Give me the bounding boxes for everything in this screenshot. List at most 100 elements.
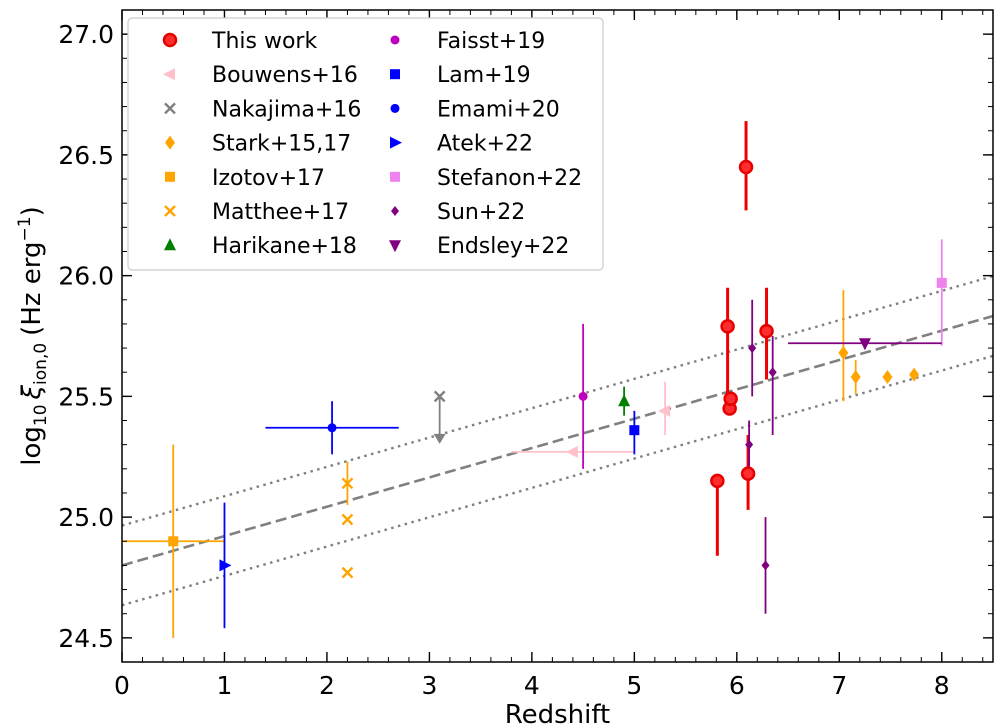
x-axis-label: Redshift — [505, 700, 611, 726]
this-work-point — [720, 319, 735, 334]
x-tick-label: 6 — [729, 671, 745, 700]
faisst-19-point — [578, 391, 588, 401]
legend-item-sun-22: Sun+22 — [391, 200, 525, 225]
stark-15-17-point — [909, 367, 920, 382]
lam-19-point — [629, 425, 640, 436]
x-tick-label: 0 — [114, 671, 130, 700]
sun-22-point — [768, 367, 777, 378]
bouwens-16-point — [658, 404, 671, 417]
y-tick-label: 25.0 — [58, 503, 114, 532]
legend-marker-lam-19 — [390, 69, 400, 80]
legend-label-stefanon-22: Stefanon+22 — [437, 166, 582, 191]
y-tick-label: 26.0 — [58, 262, 114, 291]
legend-item-atek-22: Atek+22 — [390, 132, 533, 157]
legend-label-nakajima-16: Nakajima+16 — [212, 97, 361, 122]
legend-label-emami-20: Emami+20 — [437, 97, 560, 122]
x-tick-label: 1 — [217, 671, 233, 700]
legend-label-sun-22: Sun+22 — [437, 200, 525, 225]
harikane-18-point — [618, 394, 631, 407]
legend-label-matthee-17: Matthee+17 — [212, 200, 349, 225]
legend-item-izotov-17: Izotov+17 — [165, 166, 325, 191]
this-work-point — [710, 473, 725, 489]
y-axis-label-log-sub: 10 — [31, 404, 51, 426]
legend-item-stark-15-17: Stark+15,17 — [165, 132, 351, 157]
legend-item-endsley-22: Endsley+22 — [389, 234, 569, 259]
legend-marker-faisst-19 — [390, 35, 400, 45]
legend-item-harikane-18: Harikane+18 — [164, 234, 357, 259]
legend-label-izotov-17: Izotov+17 — [212, 166, 325, 191]
data-markers — [168, 159, 947, 579]
legend-marker-matthee-17 — [164, 205, 176, 217]
legend-label-this-work: This work — [211, 29, 317, 54]
y-axis-label-units-sup: −1 — [15, 216, 35, 241]
legend-marker-bouwens-16 — [163, 68, 175, 81]
stark-15-17-point — [850, 370, 861, 385]
matthee-17-point — [341, 566, 354, 579]
legend-item-stefanon-22: Stefanon+22 — [390, 166, 582, 191]
x-tick-label: 8 — [934, 671, 950, 700]
sun-22-point — [745, 439, 754, 450]
y-tick-label: 26.5 — [58, 141, 114, 170]
sun-22-point — [748, 343, 757, 354]
this-work-point — [740, 466, 756, 481]
legend-marker-emami-20 — [390, 103, 400, 113]
legend-marker-this-work — [162, 32, 178, 48]
fit-upper-bound — [121, 275, 994, 527]
legend-label-atek-22: Atek+22 — [437, 132, 533, 157]
y-axis-label: log10 ξion,0 (Hz erg−1) — [15, 206, 51, 465]
y-axis-label-units: (Hz erg — [17, 241, 47, 335]
x-tick-label: 5 — [626, 671, 642, 700]
atek-22-point — [219, 559, 232, 572]
x-tick-label: 3 — [421, 671, 437, 700]
y-axis-label-xi-sub: ion,0 — [31, 343, 51, 385]
this-work-point — [723, 391, 738, 407]
stark-15-17-point — [882, 370, 893, 385]
stark-15-17-point — [838, 345, 849, 360]
plot-frame — [121, 9, 994, 663]
this-work-point — [738, 159, 754, 175]
y-axis-label-close: ) — [17, 206, 47, 216]
legend-marker-stark-15-17 — [165, 135, 175, 150]
y-tick-label: 27.0 — [58, 20, 114, 49]
legend-label-faisst-19: Faisst+19 — [437, 29, 545, 54]
bouwens-16-point — [565, 445, 578, 458]
x-tick-label: 2 — [319, 671, 335, 700]
legend-marker-harikane-18 — [164, 238, 176, 251]
this-work-point — [759, 323, 774, 339]
legend-marker-endsley-22 — [389, 240, 401, 253]
tick-labels: 0 1 2 3 4 5 6 7 8 24.5 25.0 25.5 26.0 26.5 27.0 — [58, 20, 949, 700]
fit-line — [121, 314, 994, 567]
legend-item-lam-19: Lam+19 — [390, 63, 531, 88]
legend-item-faisst-19: Faisst+19 — [390, 29, 545, 54]
legend: This work Bouwens+16 Nakajima+16 Stark+15,1… — [127, 17, 604, 271]
legend-item-bouwens-16: Bouwens+16 — [163, 63, 358, 88]
legend-item-this-work: This work — [162, 29, 317, 54]
nakajima-16-point — [433, 390, 446, 403]
endsley-22-point — [858, 338, 871, 351]
legend-item-matthee-17: Matthee+17 — [164, 200, 349, 225]
x-tick-label: 4 — [524, 671, 540, 700]
fit-lines — [121, 275, 994, 607]
x-tick-label: 7 — [831, 671, 847, 700]
y-tick-label: 25.5 — [58, 382, 114, 411]
matthee-17-point — [341, 477, 354, 490]
fit-lower-bound — [121, 354, 994, 607]
legend-marker-izotov-17 — [165, 171, 175, 182]
legend-label-lam-19: Lam+19 — [437, 63, 531, 88]
legend-marker-nakajima-16 — [164, 102, 176, 115]
legend-marker-sun-22 — [391, 206, 399, 216]
izotov-17-point — [168, 536, 179, 547]
legend-marker-atek-22 — [390, 136, 402, 149]
legend-label-endsley-22: Endsley+22 — [437, 234, 569, 259]
stefanon-22-point — [936, 277, 947, 288]
nakajima-16-limit-arrowhead — [433, 433, 446, 444]
y-axis-label-xi: ξ — [17, 384, 47, 400]
legend-label-stark-15-17: Stark+15,17 — [212, 132, 351, 157]
y-tick-label: 24.5 — [58, 624, 114, 653]
y-axis-label-log: log — [17, 426, 47, 466]
legend-items: This work Bouwens+16 Nakajima+16 Stark+15,1… — [162, 29, 582, 259]
legend-marker-stefanon-22 — [390, 171, 400, 182]
emami-20-point — [327, 423, 337, 433]
sun-22-point — [761, 560, 770, 571]
